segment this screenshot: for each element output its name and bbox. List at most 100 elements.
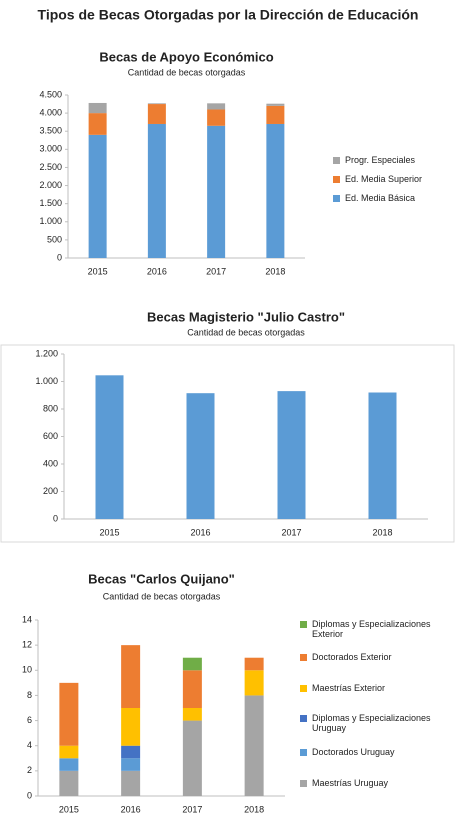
legend-item: Maestrías Uruguay [300, 778, 450, 788]
y-tick-label: 8 [27, 690, 32, 700]
x-tick-label: 2016 [121, 804, 141, 814]
bar-segment [121, 708, 141, 746]
bar [95, 375, 124, 519]
y-tick-label: 12 [22, 640, 32, 650]
y-tick-label: 0 [57, 252, 62, 262]
chart-frame [0, 344, 455, 543]
legend-swatch [300, 715, 307, 722]
legend-label: Ed. Media Superior [345, 174, 423, 184]
legend-label: Ed. Media Básica [345, 193, 416, 203]
bar-segment [207, 109, 226, 126]
y-tick-label: 4 [27, 740, 32, 750]
bar-segment [59, 682, 79, 746]
y-tick-label: 2.500 [39, 162, 62, 172]
y-tick-label: 14 [22, 614, 32, 624]
chart-subtitle: Cantidad de becas otorgadas [187, 327, 305, 337]
bar-segment [244, 670, 264, 696]
y-tick-label: 10 [22, 665, 32, 675]
y-tick-label: 400 [43, 458, 58, 468]
legend-label: Maestrías Uruguay [312, 778, 389, 788]
legend-swatch [333, 157, 340, 164]
legend-label: Progr. Especiales [345, 155, 416, 165]
bar-segment [182, 670, 202, 708]
bar [277, 391, 306, 519]
bar-segment [121, 645, 141, 708]
y-tick-label: 0 [27, 790, 32, 800]
y-tick-label: 4.000 [39, 107, 62, 117]
bar-segment [266, 103, 285, 106]
legend-swatch [300, 685, 307, 692]
legend-item: Doctorados Exterior [300, 652, 450, 662]
y-tick-label: 3.500 [39, 126, 62, 136]
legend-swatch [300, 749, 307, 756]
legend-swatch [300, 654, 307, 661]
legend-item: Ed. Media Básica [333, 193, 443, 203]
x-tick-label: 2015 [99, 527, 119, 537]
bar-segment [59, 745, 79, 759]
x-tick-label: 2016 [190, 527, 210, 537]
bar-segment [121, 745, 141, 759]
x-tick-label: 2015 [59, 804, 79, 814]
y-tick-label: 1.000 [35, 376, 58, 386]
legend-swatch [333, 195, 340, 202]
bar-segment [207, 103, 226, 110]
bar-segment [147, 104, 166, 124]
y-tick-label: 200 [43, 486, 58, 496]
bar [186, 393, 215, 519]
legend-item: Maestrías Exterior [300, 683, 450, 693]
bar-segment [121, 770, 141, 796]
legend-label: Diplomas y Especializaciones Exterior [312, 619, 431, 639]
bar [368, 392, 397, 519]
y-tick-label: 6 [27, 715, 32, 725]
x-tick-label: 2017 [206, 266, 226, 276]
y-tick-label: 1.200 [35, 348, 58, 358]
chart-title: Becas Magisterio "Julio Castro" [147, 309, 345, 324]
x-tick-label: 2018 [244, 804, 264, 814]
legend-label: Doctorados Exterior [312, 652, 392, 662]
chart-subtitle: Cantidad de becas otorgadas [128, 67, 246, 77]
bar-segment [182, 720, 202, 796]
bar-segment [59, 770, 79, 796]
bar-segment [266, 105, 285, 124]
bar-segment [59, 758, 79, 771]
bar-segment [244, 695, 264, 796]
x-tick-label: 2015 [88, 266, 108, 276]
bar-segment [244, 657, 264, 671]
legend-item: Ed. Media Superior [333, 174, 443, 184]
chart-title: Becas de Apoyo Económico [99, 49, 273, 64]
page-title: Tipos de Becas Otorgadas por la Direcció… [38, 7, 419, 23]
y-tick-label: 1.500 [39, 198, 62, 208]
y-tick-label: 1.000 [39, 216, 62, 226]
bar-segment [88, 134, 107, 258]
legend-label: Doctorados Uruguay [312, 747, 395, 757]
legend-swatch [300, 780, 307, 787]
x-tick-label: 2017 [281, 527, 301, 537]
y-tick-label: 3.000 [39, 144, 62, 154]
legend-item: Doctorados Uruguay [300, 747, 450, 757]
bar-segment [88, 102, 107, 114]
chart-subtitle: Cantidad de becas otorgadas [103, 591, 221, 601]
legend-item: Diplomas y Especializaciones Exterior [300, 619, 450, 639]
bar-segment [147, 103, 166, 105]
chart-title: Becas "Carlos Quijano" [88, 571, 235, 586]
x-tick-label: 2018 [372, 527, 392, 537]
legend-label: Diplomas y Especializaciones Uruguay [312, 713, 431, 733]
y-tick-label: 2.000 [39, 180, 62, 190]
bar-segment [182, 708, 202, 721]
x-tick-label: 2018 [265, 266, 285, 276]
legend-swatch [333, 176, 340, 183]
legend-item: Diplomas y Especializaciones Uruguay [300, 713, 450, 733]
bar-segment [182, 657, 202, 671]
y-tick-label: 4.500 [39, 89, 62, 99]
legend-item: Progr. Especiales [333, 155, 443, 165]
bar-segment [121, 758, 141, 771]
y-tick-label: 0 [53, 513, 58, 523]
y-tick-label: 2 [27, 765, 32, 775]
y-tick-label: 500 [47, 234, 62, 244]
legend-swatch [300, 621, 307, 628]
y-tick-label: 800 [43, 403, 58, 413]
x-tick-label: 2016 [147, 266, 167, 276]
legend-label: Maestrías Exterior [312, 683, 386, 693]
